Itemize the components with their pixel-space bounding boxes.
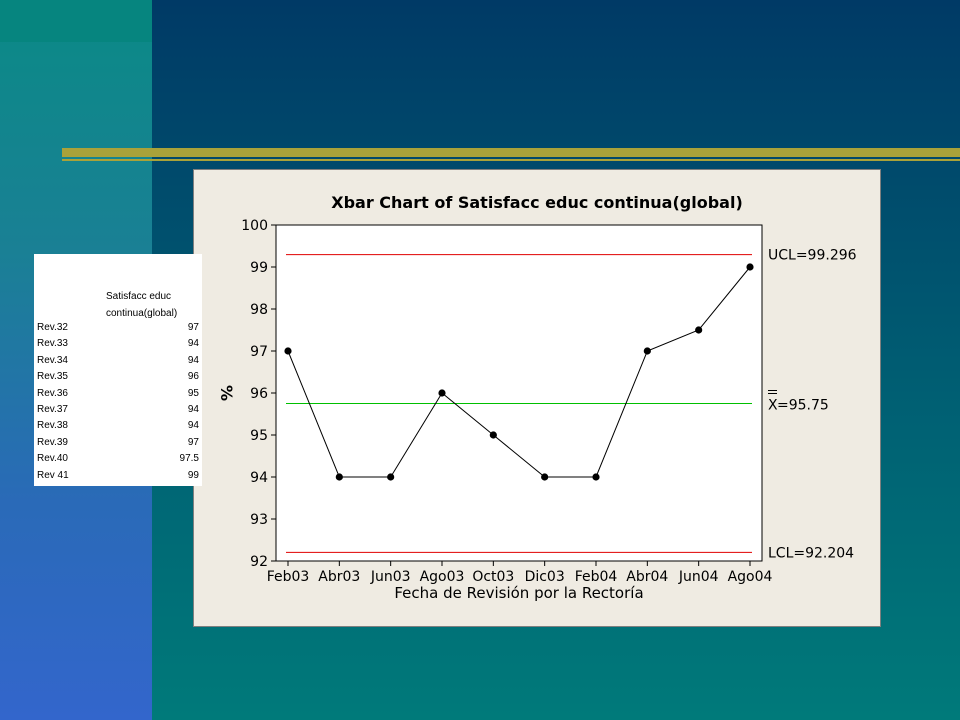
data-point <box>489 431 497 439</box>
table-row-value: 94 <box>187 420 199 432</box>
data-point <box>335 473 343 481</box>
plot-area <box>275 224 763 562</box>
table-row-label: Rev.39 <box>37 436 68 448</box>
table-row: Rev.33 94 <box>37 336 201 352</box>
table-row-label: Rev.36 <box>37 387 68 399</box>
y-tick-label: 99 <box>250 260 268 276</box>
data-point <box>592 473 600 481</box>
data-point <box>284 347 292 355</box>
title-rule-thick <box>62 148 960 157</box>
y-tick-label: 97 <box>250 344 268 360</box>
table-row-label: Rev 41 <box>37 469 69 481</box>
table-row-label: Rev.35 <box>37 371 68 383</box>
table-row-value: 99 <box>187 469 199 481</box>
table-row-value: 97 <box>187 436 199 448</box>
left-accent-strip-top <box>0 0 152 42</box>
y-tick-label: 93 <box>250 512 268 528</box>
series-line <box>287 266 751 478</box>
x-axis-label: Fecha de Revisión por la Rectoría <box>394 584 643 602</box>
y-tick-label: 98 <box>250 302 268 318</box>
y-tick-label: 96 <box>250 386 268 402</box>
lcl-label: LCL=92.204 <box>768 545 854 561</box>
table-row: Rev.39 97 <box>37 435 201 451</box>
table-row-value: 95 <box>187 387 199 399</box>
chart-title: Xbar Chart of Satisfacc educ continua(gl… <box>331 193 743 212</box>
xbar-chart: Xbar Chart of Satisfacc educ continua(gl… <box>217 193 857 602</box>
table-row-label: Rev.34 <box>37 354 68 366</box>
table-row-label: Rev.40 <box>37 453 68 465</box>
y-tick-label: 94 <box>250 470 268 486</box>
table-row-value: 96 <box>187 371 199 383</box>
data-point <box>541 473 549 481</box>
x-tick-label: Abr03 <box>318 569 360 585</box>
data-table: Satisfacc educ continua(global) Rev.32 97… <box>34 254 202 486</box>
table-row: Rev.40 97.5 <box>37 451 201 467</box>
table-row-value: 94 <box>187 354 199 366</box>
table-row: Rev.34 94 <box>37 353 201 369</box>
y-tick-label: 95 <box>250 428 268 444</box>
table-row: Rev.38 94 <box>37 418 201 434</box>
x-tick-label: Jun04 <box>678 569 719 585</box>
data-point <box>387 473 395 481</box>
xbar-chart-panel: Xbar Chart of Satisfacc educ continua(gl… <box>193 169 881 627</box>
table-header-line2: continua(global) <box>106 308 178 319</box>
table-row: Rev 41 99 <box>37 468 201 484</box>
x-tick-label: Ago04 <box>728 569 773 585</box>
x-tick-label: Ago03 <box>420 569 465 585</box>
data-point <box>746 263 754 271</box>
table-header: Satisfacc educ continua(global) <box>106 288 200 322</box>
y-tick-label: 92 <box>250 554 268 570</box>
data-point <box>438 389 446 397</box>
table-row-label: Rev.33 <box>37 338 68 350</box>
table-row-value: 97.5 <box>179 453 199 465</box>
y-tick-label: 100 <box>241 218 268 234</box>
table-row: Rev.36 95 <box>37 386 201 402</box>
x-tick-label: Abr04 <box>626 569 668 585</box>
data-point <box>695 326 703 334</box>
table-header-line1: Satisfacc educ <box>106 291 172 302</box>
y-axis-label: % <box>217 385 236 401</box>
table-row-value: 97 <box>187 322 199 333</box>
xbar-label: =95.75 <box>777 398 829 414</box>
table-row: Rev.37 94 <box>37 402 201 418</box>
table-row-label: Rev.32 <box>37 322 68 333</box>
title-rule-thin <box>62 159 960 161</box>
table-row-value: 94 <box>187 338 199 350</box>
x-tick-label: Oct03 <box>472 569 514 585</box>
table-row: Rev.32 97 <box>37 320 201 336</box>
table-row-label: Rev.38 <box>37 420 68 432</box>
data-point <box>643 347 651 355</box>
x-tick-label: Feb03 <box>267 569 310 585</box>
xbar-symbol: X <box>768 398 778 414</box>
table-row: Rev.35 96 <box>37 369 201 385</box>
x-tick-label: Feb04 <box>575 569 618 585</box>
table-row-label: Rev.37 <box>37 404 68 415</box>
ucl-label: UCL=99.296 <box>768 248 857 264</box>
table-row-value: 94 <box>187 404 199 415</box>
x-tick-label: Jun03 <box>370 569 411 585</box>
x-tick-label: Dic03 <box>525 569 565 585</box>
